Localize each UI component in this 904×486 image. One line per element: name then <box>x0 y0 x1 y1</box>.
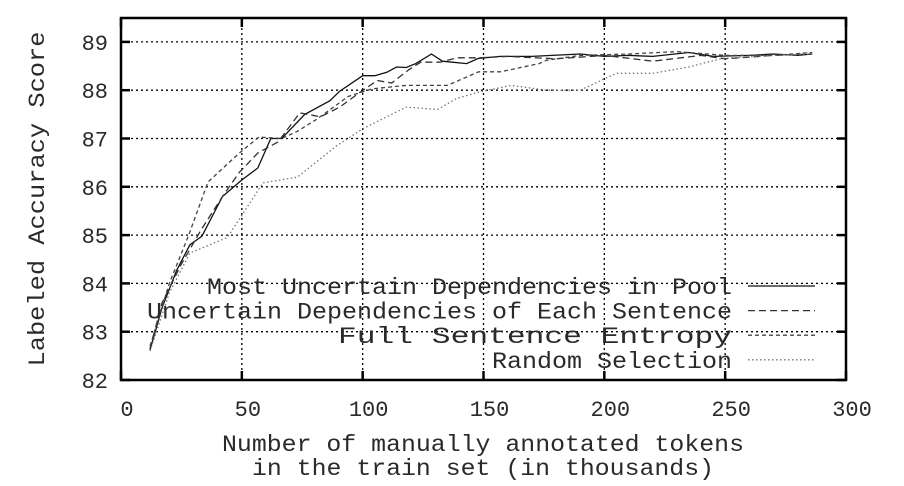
axis-ticks: 82 83 84 85 86 87 88 89 0 50 100 150 200 250 300 <box>82 18 872 423</box>
y-tick-label: 84 <box>82 273 108 298</box>
series-line-1 <box>149 51 813 351</box>
x-tick-label: 50 <box>235 398 261 423</box>
x-tick-label: 300 <box>832 398 872 423</box>
series-line-2 <box>149 53 813 349</box>
x-tick-label: 0 <box>120 398 133 423</box>
x-axis-label-line1: Number of manually annotated tokens <box>222 432 744 458</box>
series-line-3 <box>149 50 813 347</box>
series-line-4 <box>149 53 813 352</box>
legend-label: Full Sentence Entropy <box>338 324 732 350</box>
x-tick-label: 250 <box>711 398 751 423</box>
y-tick-label: 89 <box>82 32 108 57</box>
legend-label: Uncertain Dependencies of Each Sentence <box>147 300 732 326</box>
x-tick-label: 100 <box>349 398 389 423</box>
legend: Most Uncertain Dependencies in PoolUncer… <box>147 275 815 375</box>
y-tick-label: 88 <box>82 80 108 105</box>
y-axis-label: Labeled Accuracy Score <box>25 32 51 367</box>
x-axis-label-line2: in the train set (in thousands) <box>252 456 714 482</box>
legend-label: Most Uncertain Dependencies in Pool <box>207 275 732 301</box>
series-lines <box>149 50 813 352</box>
x-tick-label: 200 <box>591 398 631 423</box>
legend-label: Random Selection <box>492 349 732 375</box>
y-tick-label: 86 <box>82 177 108 202</box>
y-tick-label: 87 <box>82 129 108 154</box>
y-tick-label: 83 <box>82 322 108 347</box>
x-tick-label: 150 <box>470 398 510 423</box>
grid <box>121 18 846 380</box>
y-tick-label: 85 <box>82 225 108 250</box>
y-tick-label: 82 <box>82 370 108 395</box>
